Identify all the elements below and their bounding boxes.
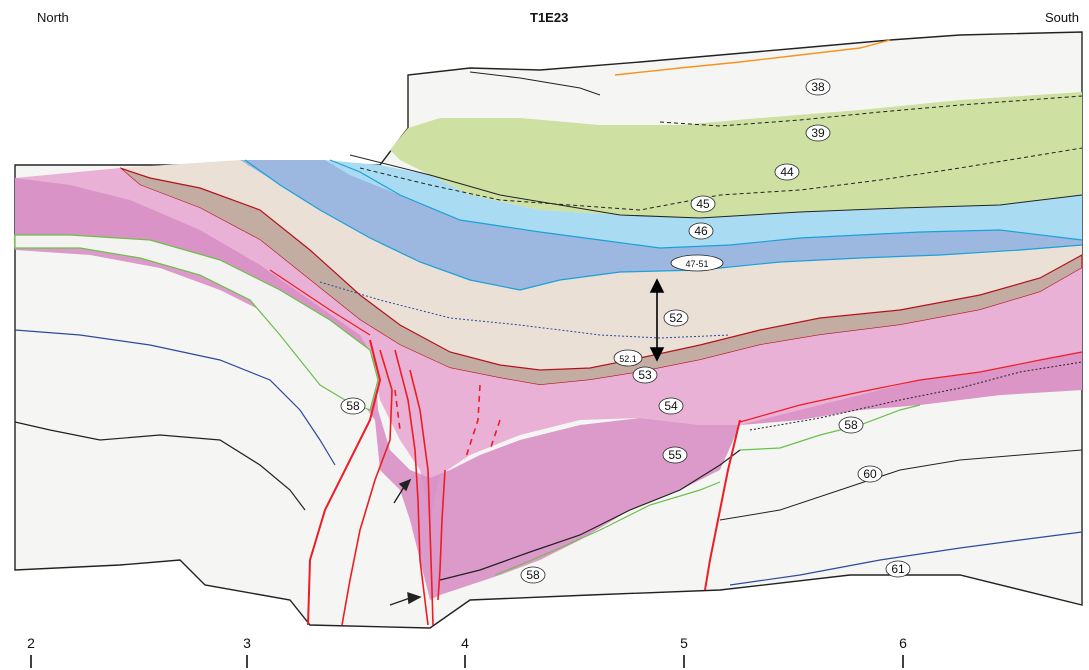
unit-label-52: 52 bbox=[663, 309, 689, 327]
unit-label-text: 53 bbox=[638, 368, 652, 382]
unit-label-45: 45 bbox=[690, 195, 716, 213]
contact-blue-left bbox=[14, 329, 336, 466]
unit-label-text: 52.1 bbox=[619, 354, 637, 364]
unit-label-38: 38 bbox=[805, 78, 831, 96]
unit-label-text: 55 bbox=[668, 448, 682, 462]
unit-44-layer bbox=[390, 92, 1082, 218]
unit-label-44: 44 bbox=[774, 163, 800, 181]
unit-label-58: 58 bbox=[340, 397, 366, 415]
contact-blue-top bbox=[244, 159, 1083, 291]
unit-55-layer bbox=[15, 178, 740, 600]
contact-green-58-right bbox=[739, 404, 921, 451]
contact-blue-dotted bbox=[319, 281, 731, 339]
fault-main-3 bbox=[437, 469, 446, 601]
pointer-arrow-upper bbox=[393, 478, 412, 504]
unit-label-47-51: 47-51 bbox=[670, 254, 724, 272]
unit-label-61: 61 bbox=[885, 560, 911, 578]
unit-label-58: 58 bbox=[838, 416, 864, 434]
fault-dashed-b bbox=[489, 419, 501, 451]
section-title: T1E23 bbox=[530, 10, 569, 25]
contact-black-55-base bbox=[439, 449, 741, 581]
scale-tick-label: 6 bbox=[899, 635, 907, 651]
contact-orange bbox=[614, 39, 891, 76]
thickness-arrow bbox=[649, 278, 665, 362]
hangingwall-wedge bbox=[740, 352, 1082, 425]
contact-green-58-bottom bbox=[494, 481, 721, 576]
fault-dashed-a bbox=[464, 384, 481, 461]
unit-label-text: 38 bbox=[811, 80, 825, 94]
unit-label-text: 45 bbox=[696, 197, 710, 211]
unit-label-54: 54 bbox=[658, 397, 684, 415]
unit-label-text: 61 bbox=[891, 562, 905, 576]
unit-label-46: 46 bbox=[688, 222, 714, 240]
contact-black-60 bbox=[719, 449, 1083, 521]
fault-splay bbox=[269, 269, 371, 336]
south-label: South bbox=[1045, 10, 1079, 25]
fault-left-1 bbox=[307, 339, 382, 626]
contact-blue-61 bbox=[729, 531, 1083, 586]
unit-label-text: 54 bbox=[664, 399, 678, 413]
unit-label-text: 44 bbox=[780, 165, 794, 179]
unit-label-text: 58 bbox=[526, 568, 540, 582]
contact-dashed-39 bbox=[659, 95, 1083, 127]
unit-label-text: 52 bbox=[669, 311, 683, 325]
unit-label-text: 47-51 bbox=[685, 259, 708, 269]
unit-label-text: 58 bbox=[844, 418, 858, 432]
north-label: North bbox=[37, 10, 69, 25]
contact-black-38 bbox=[469, 71, 601, 96]
unit-label-text: 39 bbox=[811, 126, 825, 140]
fault-dashed-c bbox=[394, 389, 401, 431]
unit-label-text: 58 bbox=[346, 399, 360, 413]
unit-label-53: 53 bbox=[632, 366, 658, 384]
unit-label-text: 46 bbox=[694, 224, 708, 238]
unit-label-text: 60 bbox=[863, 467, 877, 481]
contact-red-right bbox=[739, 351, 1083, 423]
contact-black-left bbox=[14, 421, 306, 511]
contact-green-top bbox=[349, 154, 1083, 219]
unit-label-39: 39 bbox=[805, 124, 831, 142]
scale-tick-label: 3 bbox=[243, 635, 251, 651]
unit-52-layer bbox=[120, 160, 1082, 370]
unit-label-60: 60 bbox=[857, 465, 883, 483]
pointer-arrow-lower bbox=[389, 591, 422, 606]
unit-label-52-1: 52.1 bbox=[613, 349, 643, 367]
scale-tick-label: 4 bbox=[461, 635, 469, 651]
unit-labels: 38 39 44 45 46 47-51 52 52.153 54 55 58 58 58 60 61 bbox=[340, 78, 911, 584]
unit-label-58: 58 bbox=[520, 566, 546, 584]
scale-tick-label: 2 bbox=[27, 635, 35, 651]
contact-dashed-44 bbox=[359, 147, 1083, 211]
scale-tick-label: 5 bbox=[680, 635, 688, 651]
fault-main-1 bbox=[394, 349, 429, 626]
fault-right bbox=[704, 419, 741, 591]
scale-ticks: 2 3 4 5 6 bbox=[27, 635, 907, 668]
unit-46-layer bbox=[325, 160, 1082, 248]
contact-cyan bbox=[329, 159, 1083, 249]
fault-left-2 bbox=[341, 349, 393, 626]
unit-label-55: 55 bbox=[662, 446, 688, 464]
fault-main-2 bbox=[409, 369, 434, 626]
